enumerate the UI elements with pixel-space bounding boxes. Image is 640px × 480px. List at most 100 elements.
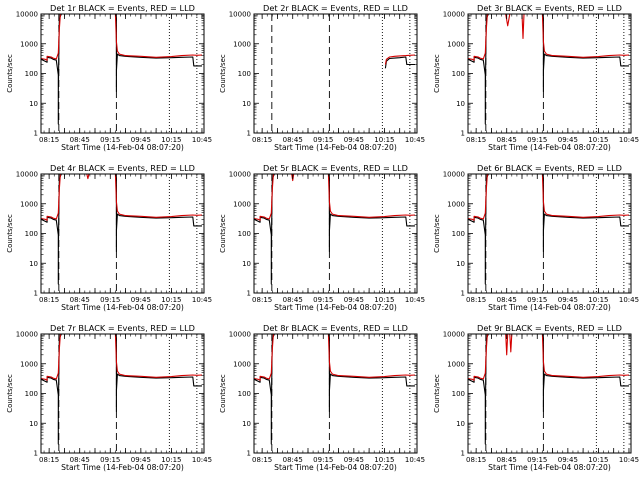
y-tick-label: 100 xyxy=(238,70,251,78)
plot-frame xyxy=(253,333,418,454)
x-axis-label: Start Time (14-Feb-04 08:07:20) xyxy=(488,303,611,312)
x-tick-label: 09:45 xyxy=(558,296,578,304)
x-tick-label: 08:45 xyxy=(283,296,303,304)
y-tick-label: 10 xyxy=(242,420,251,428)
x-tick-label: 08:45 xyxy=(283,136,303,144)
events-line xyxy=(467,13,629,125)
y-tick-label: 1 xyxy=(247,450,251,458)
x-tick-label: 10:15 xyxy=(161,136,181,144)
plot-frame xyxy=(40,173,205,294)
events-line xyxy=(40,333,202,445)
y-tick-label: 1 xyxy=(461,450,465,458)
y-tick-label: 10 xyxy=(456,420,465,428)
y-tick-label: 1000 xyxy=(233,200,251,208)
y-axis-label: Counts/sec xyxy=(6,54,14,93)
y-tick-label: 1000 xyxy=(447,200,465,208)
plot-frame xyxy=(40,13,205,134)
y-axis-label: Counts/sec xyxy=(219,54,227,93)
events-line xyxy=(467,333,629,445)
chart-panel: Det 8r BLACK = Events, RED = LLD 1 10 100 10… xyxy=(219,323,425,472)
y-axis-label: Counts/sec xyxy=(6,214,14,253)
lld-line xyxy=(253,173,416,221)
y-tick-label: 1 xyxy=(34,130,38,138)
y-axis-label: Counts/sec xyxy=(433,374,441,413)
x-tick-label: 10:45 xyxy=(619,456,639,464)
x-tick-label: 10:15 xyxy=(374,456,394,464)
x-tick-label: 10:15 xyxy=(161,296,181,304)
x-tick-label: 08:15 xyxy=(252,136,272,144)
chart-panel: Det 6r BLACK = Events, RED = LLD 1 10 100 10… xyxy=(433,163,639,312)
x-axis-label: Start Time (14-Feb-04 08:07:20) xyxy=(274,143,397,152)
y-tick-label: 100 xyxy=(25,390,38,398)
y-tick-label: 100 xyxy=(452,70,465,78)
x-tick-label: 09:45 xyxy=(131,296,151,304)
lld-line xyxy=(467,333,630,381)
plot-frame xyxy=(467,173,632,294)
y-tick-label: 10 xyxy=(242,260,251,268)
x-tick-label: 09:15 xyxy=(100,456,120,464)
y-tick-label: 10 xyxy=(29,260,38,268)
lld-line xyxy=(40,333,203,381)
y-axis-label: Counts/sec xyxy=(219,374,227,413)
x-tick-label: 10:45 xyxy=(192,456,212,464)
y-tick-label: 10 xyxy=(29,420,38,428)
y-tick-label: 100 xyxy=(452,230,465,238)
x-tick-label: 10:45 xyxy=(405,456,425,464)
x-tick-label: 08:45 xyxy=(283,456,303,464)
chart-title: Det 9r BLACK = Events, RED = LLD xyxy=(477,323,622,333)
events-line xyxy=(384,56,415,69)
x-tick-label: 10:45 xyxy=(405,296,425,304)
y-tick-label: 1000 xyxy=(447,360,465,368)
y-tick-label: 1 xyxy=(247,290,251,298)
events-line xyxy=(40,13,202,125)
y-tick-label: 10000 xyxy=(229,11,251,19)
y-tick-label: 100 xyxy=(238,390,251,398)
x-axis-label: Start Time (14-Feb-04 08:07:20) xyxy=(274,463,397,472)
lld-line xyxy=(253,333,416,381)
y-tick-label: 1 xyxy=(461,130,465,138)
y-tick-label: 100 xyxy=(452,390,465,398)
chart-panel: Det 4r BLACK = Events, RED = LLD 1 10 100 10… xyxy=(6,163,212,312)
y-tick-label: 100 xyxy=(238,230,251,238)
y-tick-label: 1 xyxy=(34,290,38,298)
x-axis-label: Start Time (14-Feb-04 08:07:20) xyxy=(61,463,184,472)
x-tick-label: 10:15 xyxy=(374,296,394,304)
y-tick-label: 10000 xyxy=(16,11,38,19)
y-tick-label: 1000 xyxy=(447,40,465,48)
x-tick-label: 09:45 xyxy=(558,456,578,464)
x-tick-label: 09:15 xyxy=(527,456,547,464)
chart-title: Det 5r BLACK = Events, RED = LLD xyxy=(263,163,408,173)
y-tick-label: 10 xyxy=(29,100,38,108)
x-tick-label: 08:15 xyxy=(252,456,272,464)
y-tick-label: 1000 xyxy=(20,200,38,208)
chart-title: Det 1r BLACK = Events, RED = LLD xyxy=(50,3,195,13)
x-tick-label: 10:45 xyxy=(192,296,212,304)
x-tick-label: 10:15 xyxy=(588,296,608,304)
y-axis-label: Counts/sec xyxy=(433,214,441,253)
y-tick-label: 1000 xyxy=(20,40,38,48)
y-tick-label: 1 xyxy=(461,290,465,298)
x-tick-label: 09:45 xyxy=(344,456,364,464)
y-tick-label: 10000 xyxy=(229,171,251,179)
x-tick-label: 10:45 xyxy=(192,136,212,144)
x-axis-label: Start Time (14-Feb-04 08:07:20) xyxy=(488,463,611,472)
chart-title: Det 4r BLACK = Events, RED = LLD xyxy=(50,163,195,173)
lld-line xyxy=(40,13,203,61)
chart-title: Det 7r BLACK = Events, RED = LLD xyxy=(50,323,195,333)
chart-title: Det 3r BLACK = Events, RED = LLD xyxy=(477,3,622,13)
chart-title: Det 6r BLACK = Events, RED = LLD xyxy=(477,163,622,173)
x-tick-label: 09:45 xyxy=(131,456,151,464)
y-tick-label: 1000 xyxy=(233,360,251,368)
y-tick-label: 10000 xyxy=(443,171,465,179)
x-axis-label: Start Time (14-Feb-04 08:07:20) xyxy=(61,303,184,312)
plot-frame xyxy=(467,333,632,454)
events-line xyxy=(467,173,629,285)
x-axis-label: Start Time (14-Feb-04 08:07:20) xyxy=(61,143,184,152)
chart-panel: Det 3r BLACK = Events, RED = LLD 1 10 100 10… xyxy=(433,3,639,152)
x-tick-label: 08:45 xyxy=(70,136,90,144)
plot-frame xyxy=(467,13,632,134)
y-tick-label: 10 xyxy=(456,100,465,108)
x-tick-label: 09:45 xyxy=(344,136,364,144)
x-tick-label: 09:45 xyxy=(344,296,364,304)
